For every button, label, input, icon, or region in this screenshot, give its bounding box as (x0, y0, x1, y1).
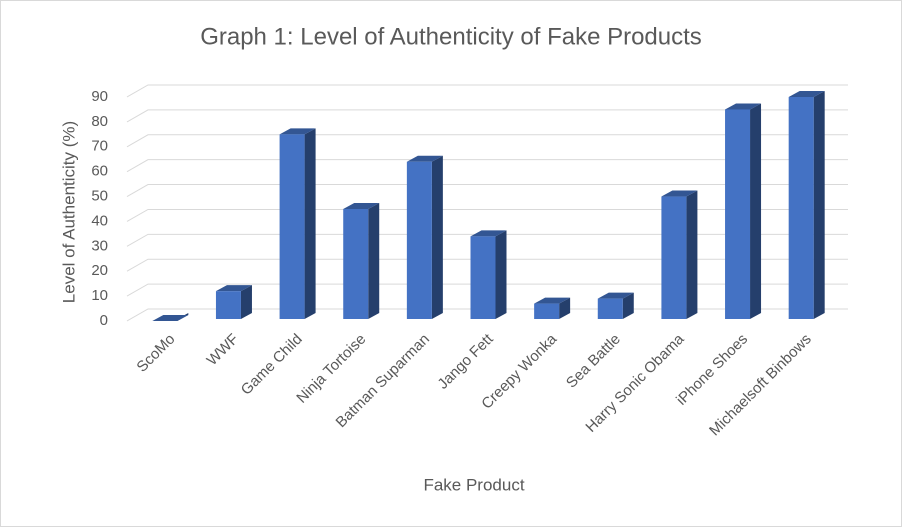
bar-top (725, 103, 762, 110)
bar-top (661, 190, 698, 197)
bar-side (368, 203, 380, 319)
bar-top (406, 155, 443, 162)
y-tick-label: 10 (91, 287, 108, 304)
bar-top (343, 203, 380, 209)
bar-side (240, 285, 252, 319)
bar (215, 291, 241, 319)
bar-top (279, 128, 316, 135)
bar-top (152, 315, 189, 321)
grid-line (126, 208, 848, 222)
bar (661, 196, 687, 319)
y-tick-label: 50 (91, 188, 108, 205)
bar-side (622, 292, 634, 319)
y-axis-title: Level of Authenticity (%) (59, 121, 78, 303)
bar-side (559, 297, 571, 319)
bar-side (813, 91, 825, 319)
bar (725, 109, 751, 319)
bar (470, 236, 496, 319)
bar (406, 161, 432, 319)
y-tick-label: 60 (91, 163, 108, 180)
bar-top (788, 91, 825, 97)
bar (343, 209, 369, 319)
bar-top (470, 230, 507, 237)
bar (279, 134, 305, 319)
bar-side (495, 230, 507, 319)
grid-line (126, 84, 848, 98)
y-tick-label: 20 (91, 262, 108, 279)
y-tick-label: 30 (91, 237, 108, 254)
grid-line (126, 233, 848, 247)
bar-top (597, 292, 634, 299)
bar (597, 298, 623, 319)
y-tick-label: 70 (91, 138, 108, 155)
chart-title: Graph 1: Level of Authenticity of Fake P… (200, 23, 702, 50)
grid-line (126, 258, 848, 272)
y-tick-label: 0 (100, 312, 108, 329)
x-axis-title: Fake Product (423, 475, 524, 494)
bar-side (750, 103, 762, 319)
grid-line (126, 109, 848, 123)
y-tick-label: 90 (91, 88, 108, 105)
y-tick-label: 40 (91, 212, 108, 229)
grid-line (126, 283, 848, 297)
y-tick-label: 80 (91, 113, 108, 130)
bar-top (534, 297, 571, 304)
bar-side (431, 155, 443, 319)
bar-side (304, 128, 316, 319)
grid-line (126, 134, 848, 148)
bar (788, 97, 814, 319)
grid-line (126, 184, 848, 197)
grid-line (126, 159, 848, 173)
bar-top (215, 285, 252, 292)
bar-side (686, 190, 698, 319)
bar (534, 303, 560, 319)
